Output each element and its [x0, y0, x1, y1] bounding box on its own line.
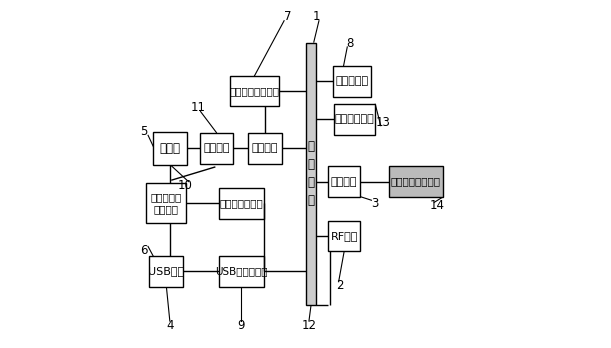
Bar: [389, 166, 443, 197]
Bar: [328, 166, 360, 197]
Bar: [230, 76, 279, 106]
Text: 锂电池: 锂电池: [159, 142, 181, 155]
Bar: [153, 132, 187, 165]
Text: 电池电压检测模块: 电池电压检测模块: [229, 86, 279, 96]
Bar: [334, 66, 371, 97]
Text: 7: 7: [284, 10, 291, 23]
Text: RF模块: RF模块: [331, 231, 358, 241]
Text: 蓝牙模块: 蓝牙模块: [331, 176, 357, 187]
Bar: [147, 183, 186, 223]
Text: 8: 8: [346, 37, 353, 50]
Bar: [219, 256, 264, 286]
Bar: [200, 133, 233, 164]
Text: 5: 5: [141, 125, 148, 139]
Text: 11: 11: [191, 101, 206, 114]
Text: USB转串口电路: USB转串口电路: [215, 266, 268, 276]
Text: 13: 13: [376, 116, 391, 129]
Text: 2: 2: [336, 279, 344, 292]
Text: 10: 10: [177, 179, 192, 191]
Text: 程序下载接口: 程序下载接口: [334, 114, 374, 125]
Bar: [306, 43, 316, 305]
Bar: [150, 256, 183, 286]
Text: 电源开关: 电源开关: [203, 143, 230, 153]
Text: 14: 14: [430, 199, 445, 212]
Text: 锂电池充电
管理芯片: 锂电池充电 管理芯片: [151, 192, 182, 215]
Text: USB接口: USB接口: [148, 266, 185, 276]
Bar: [334, 104, 375, 135]
Bar: [219, 188, 264, 219]
Text: 蓝牙固件升级接口: 蓝牙固件升级接口: [391, 176, 441, 187]
Bar: [248, 133, 282, 164]
Text: 状态指示灯: 状态指示灯: [336, 77, 369, 87]
Text: 充电指示灯电路: 充电指示灯电路: [219, 198, 263, 208]
Text: 1: 1: [313, 10, 320, 23]
Text: 9: 9: [238, 319, 245, 332]
Text: 6: 6: [140, 244, 148, 257]
Text: 稳压芯片: 稳压芯片: [252, 143, 278, 153]
Text: 4: 4: [166, 319, 174, 332]
Bar: [328, 221, 360, 251]
Text: 12: 12: [301, 319, 316, 332]
Text: 3: 3: [371, 197, 378, 210]
Text: 主
控
芯
片: 主 控 芯 片: [307, 141, 315, 207]
